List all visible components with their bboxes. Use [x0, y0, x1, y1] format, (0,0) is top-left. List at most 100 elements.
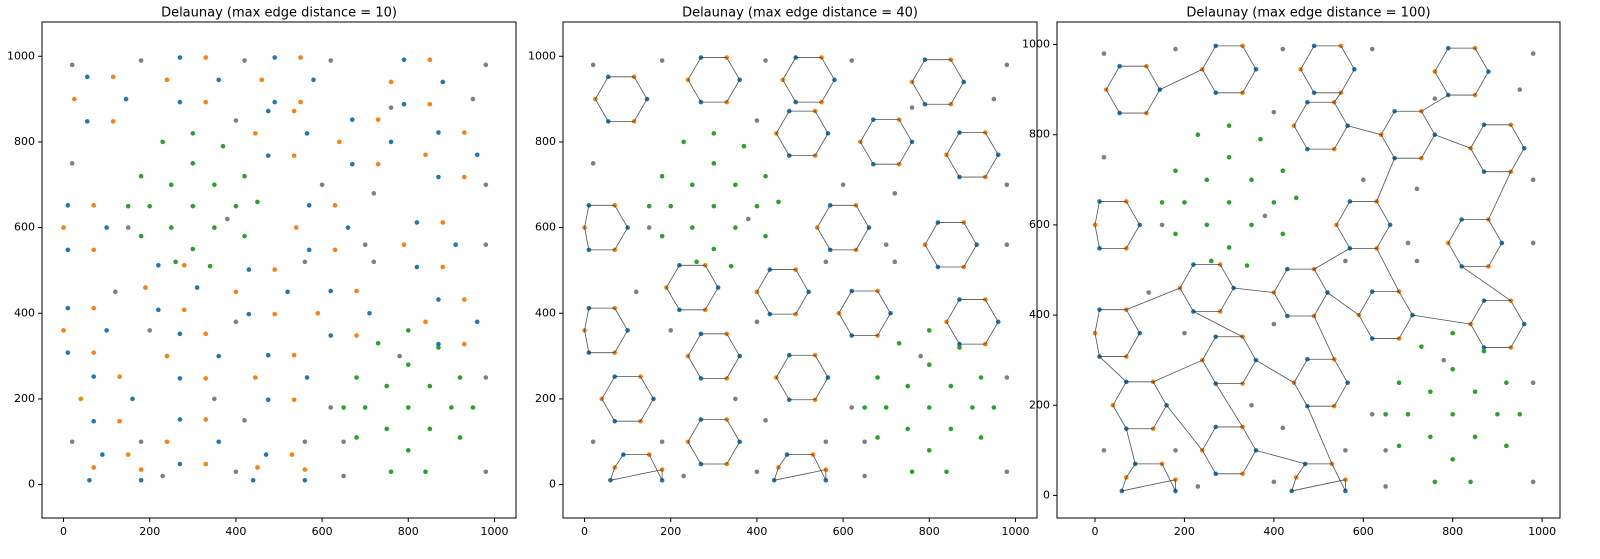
point	[384, 426, 390, 432]
point	[659, 58, 665, 63]
edge	[1380, 134, 1395, 159]
point	[138, 467, 144, 472]
edge	[1470, 323, 1485, 348]
edge	[687, 441, 702, 465]
point	[160, 473, 165, 479]
point	[461, 174, 467, 180]
y-tick-label: 1000	[7, 49, 35, 62]
point	[375, 340, 381, 346]
edge	[726, 355, 741, 379]
point	[1369, 46, 1375, 52]
edge	[795, 269, 809, 293]
x-tick-label: 600	[312, 525, 333, 538]
point	[1450, 411, 1455, 417]
edge	[704, 265, 719, 288]
point	[233, 118, 239, 123]
x-tick-label: 1000	[1001, 525, 1029, 538]
point	[233, 203, 239, 209]
x-tick-label: 1000	[480, 525, 508, 538]
edge	[775, 377, 790, 400]
point	[892, 191, 898, 196]
point	[265, 397, 271, 403]
point	[1343, 448, 1348, 453]
point	[328, 288, 334, 294]
edge	[1112, 381, 1127, 406]
point	[754, 203, 760, 209]
edge	[1376, 248, 1400, 292]
point	[401, 57, 407, 62]
point	[1428, 434, 1433, 440]
point	[689, 225, 695, 230]
point	[1472, 434, 1478, 440]
point	[354, 288, 359, 294]
edge	[1380, 111, 1395, 135]
point	[1173, 168, 1178, 174]
edge	[1340, 69, 1355, 93]
edge	[1398, 314, 1413, 339]
edge	[1242, 359, 1257, 384]
y-tick-label: 200	[14, 392, 35, 405]
point	[823, 439, 829, 445]
point	[246, 267, 252, 272]
edge	[704, 287, 719, 311]
point	[711, 131, 717, 136]
edge	[1412, 314, 1471, 325]
edge	[946, 132, 960, 155]
point	[1383, 448, 1388, 453]
point	[304, 131, 310, 136]
point	[440, 264, 446, 270]
edge	[1273, 292, 1288, 317]
point	[138, 439, 144, 445]
point	[840, 182, 846, 188]
point	[177, 99, 183, 105]
point	[414, 220, 420, 225]
point	[1103, 87, 1109, 92]
point	[1004, 375, 1010, 380]
point	[711, 203, 717, 209]
x-tick-label: 0	[581, 525, 588, 538]
point	[203, 376, 209, 381]
point	[100, 452, 105, 457]
edge	[814, 110, 829, 134]
edge	[1300, 45, 1315, 70]
point	[371, 259, 377, 265]
x-tick-label: 0	[1092, 525, 1099, 538]
point	[849, 58, 855, 63]
edge	[946, 154, 960, 178]
point	[259, 77, 265, 83]
edge	[1376, 224, 1391, 249]
edge	[1333, 382, 1348, 407]
point	[423, 319, 428, 325]
edge	[812, 454, 827, 481]
point	[302, 478, 308, 483]
point	[944, 469, 949, 475]
point	[117, 374, 122, 379]
edge	[601, 376, 616, 400]
point	[1271, 200, 1277, 205]
point	[302, 439, 308, 445]
point	[474, 319, 480, 325]
point	[728, 263, 734, 269]
point	[754, 118, 760, 123]
x-tick-label: 0	[60, 525, 67, 538]
edge	[687, 419, 702, 442]
point	[190, 161, 196, 166]
point	[255, 465, 260, 470]
point	[483, 469, 489, 475]
edge	[1233, 287, 1274, 293]
point	[250, 478, 256, 483]
point	[319, 182, 325, 188]
point	[354, 375, 359, 380]
edge	[1340, 45, 1355, 70]
point	[84, 119, 90, 124]
subplot: Delaunay (max edge distance = 40) 0 200 400…	[528, 6, 1038, 538]
edge	[1146, 89, 1161, 114]
edge	[1215, 383, 1243, 428]
point	[91, 305, 97, 311]
subplot: Delaunay (max edge distance = 10) 0 200 400…	[7, 6, 517, 538]
point	[328, 333, 334, 338]
point	[1468, 479, 1473, 485]
point	[849, 405, 855, 410]
edge	[1166, 405, 1203, 451]
point	[1173, 231, 1178, 237]
